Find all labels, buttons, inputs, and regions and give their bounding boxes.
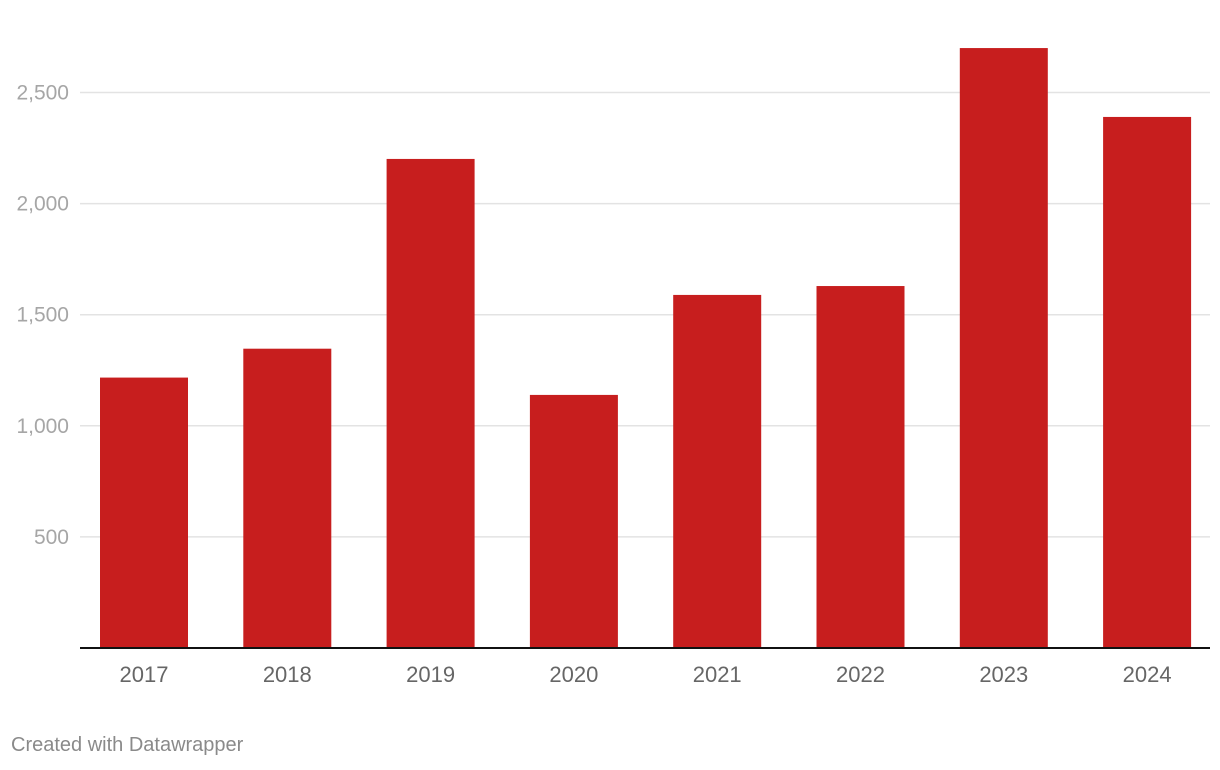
bar-2017 xyxy=(100,377,188,648)
y-axis-ticks: 500 1,000 1,500 2,000 2,500 xyxy=(16,82,69,549)
bar-2022 xyxy=(816,286,905,648)
bar-2020 xyxy=(529,394,618,648)
credit-footer: Created with Datawrapper xyxy=(11,734,244,756)
x-tick-label: 2018 xyxy=(263,662,312,687)
y-tick-label: 2,000 xyxy=(16,193,69,216)
y-tick-label: 1,000 xyxy=(16,415,69,438)
bar-chart: 500 1,000 1,500 2,000 2,500 2017 2018 2019 2020… xyxy=(16,48,1210,687)
x-tick-label: 2017 xyxy=(120,662,169,687)
bar-2019 xyxy=(386,158,475,648)
x-tick-label: 2019 xyxy=(406,662,455,687)
x-tick-label: 2020 xyxy=(549,662,598,687)
bar-2021 xyxy=(673,294,762,648)
y-tick-label: 2,500 xyxy=(16,82,69,105)
x-axis-ticks: 2017 2018 2019 2020 2021 2022 2023 2024 xyxy=(120,662,1172,687)
x-tick-label: 2024 xyxy=(1123,662,1172,687)
bars xyxy=(100,48,1192,649)
x-tick-label: 2021 xyxy=(693,662,742,687)
bar-2018 xyxy=(243,348,332,648)
y-tick-label: 1,500 xyxy=(16,304,69,327)
x-tick-label: 2023 xyxy=(979,662,1028,687)
bar-2024 xyxy=(1103,116,1192,648)
y-tick-label: 500 xyxy=(34,526,69,549)
bar-2023 xyxy=(959,48,1048,649)
x-tick-label: 2022 xyxy=(836,662,885,687)
